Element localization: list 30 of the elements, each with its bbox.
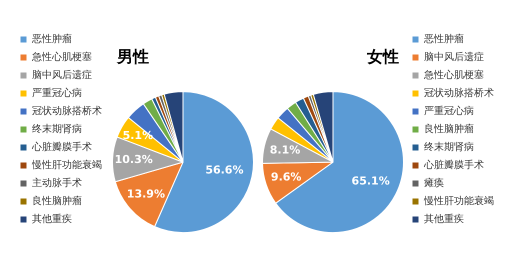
text: 男性 — [116, 46, 149, 66]
legend-label: 冠状动脉搭桥术 — [32, 105, 102, 118]
legend-label: 瘫痪 — [424, 177, 444, 190]
data-label: 65.1% — [352, 174, 390, 188]
legend-label: 心脏瓣膜手术 — [31, 141, 92, 154]
legend-label: 其他重疾 — [32, 213, 72, 226]
text: 女性 — [366, 46, 399, 66]
legend-label: 主动脉手术 — [32, 177, 82, 190]
legend-label: 急性心肌梗塞 — [31, 51, 92, 64]
legend-label: 其他重疾 — [424, 213, 464, 226]
legend-label: 严重冠心病 — [424, 105, 474, 118]
data-label: 13.9% — [126, 187, 165, 200]
data-label: 8.1% — [270, 143, 300, 156]
legend-label: 良性脑肿瘤 — [424, 123, 474, 136]
data-label: 9.6% — [270, 170, 302, 184]
legend-label: 冠状动脉搭桥术 — [424, 87, 494, 100]
legend-label: 终末期肾病 — [32, 123, 82, 136]
legend-label: 恶性肿瘤 — [31, 33, 72, 46]
legend-label: 心脏瓣膜手术 — [423, 159, 484, 172]
legend-label: 恶性肿瘤 — [423, 33, 464, 46]
legend-label: 良性脑肿瘤 — [32, 195, 82, 208]
legend-label: 慢性肝功能衰竭 — [423, 195, 494, 208]
legend-label: 脑中风后遗症 — [424, 51, 484, 64]
legend-label: 急性心肌梗塞 — [423, 69, 484, 82]
legend-label: 严重冠心病 — [32, 87, 82, 100]
legend-label: 脑中风后遗症 — [32, 69, 92, 82]
legend-label: 终末期肾病 — [424, 141, 474, 154]
data-label: 56.6% — [205, 164, 244, 177]
legend-label: 慢性肝功能衰竭 — [31, 159, 102, 172]
data-label: 10.3% — [114, 152, 153, 166]
